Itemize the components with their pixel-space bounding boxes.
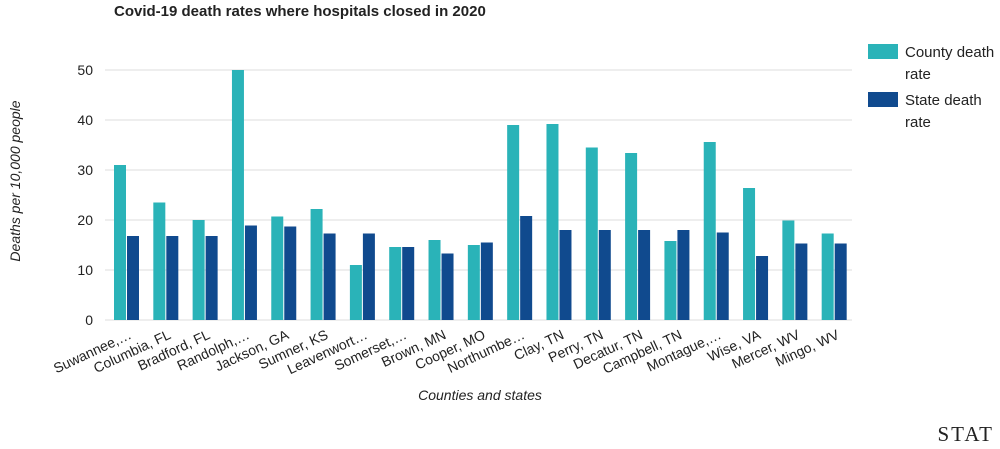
chart-title: Covid-19 death rates where hospitals clo… (114, 3, 486, 20)
bar-county (467, 245, 480, 320)
bar-state (480, 242, 493, 320)
bar-state (441, 253, 454, 320)
y-tick-label: 40 (77, 112, 93, 128)
bar-state (284, 226, 297, 320)
bar-county (821, 233, 834, 320)
bar-county (782, 220, 795, 320)
bar-county (546, 124, 559, 320)
bar-county (585, 147, 598, 320)
bar-state (638, 230, 651, 320)
bar-state (244, 225, 257, 320)
bar-county (389, 247, 402, 320)
y-axis-ticks: 0 10 20 30 40 50 (77, 62, 93, 328)
bar-county (664, 241, 677, 320)
bar-state (598, 230, 611, 320)
y-tick-label: 50 (77, 62, 93, 78)
bar-county (310, 209, 323, 320)
bar-state (362, 233, 375, 320)
y-axis-title: Deaths per 10,000 people (7, 100, 23, 261)
y-tick-label: 0 (85, 312, 93, 328)
bar-state (756, 256, 769, 320)
legend-label-county: County death rate (905, 44, 995, 83)
y-tick-label: 30 (77, 162, 93, 178)
bar-county (349, 265, 362, 320)
bar-state (166, 236, 179, 320)
stat-logo: STAT (937, 422, 994, 446)
bar-state (520, 216, 533, 320)
bar-county (153, 202, 166, 320)
bar-county (703, 142, 716, 320)
bar-state (795, 243, 808, 320)
bar-county (507, 125, 520, 320)
bar-state (716, 232, 729, 320)
bar-state (559, 230, 572, 320)
y-tick-label: 10 (77, 262, 93, 278)
x-axis-title: Counties and states (418, 387, 542, 403)
bar-county (231, 70, 244, 320)
y-tick-label: 20 (77, 212, 93, 228)
bar-county (428, 240, 441, 320)
legend-swatch-county (868, 44, 898, 59)
bar-state (677, 230, 690, 320)
legend-label-state: State death rate (905, 92, 982, 131)
legend-swatch-state (868, 92, 898, 107)
bar-county (625, 153, 638, 320)
bar-state (834, 243, 847, 320)
bar-county (743, 188, 756, 320)
bar-county (192, 220, 205, 320)
bar-state (205, 236, 218, 320)
bar-county (114, 165, 126, 320)
bar-county (271, 216, 284, 320)
bar-state (323, 233, 336, 320)
bar-state (402, 247, 415, 320)
bars (114, 70, 847, 320)
bar-state (127, 236, 139, 320)
